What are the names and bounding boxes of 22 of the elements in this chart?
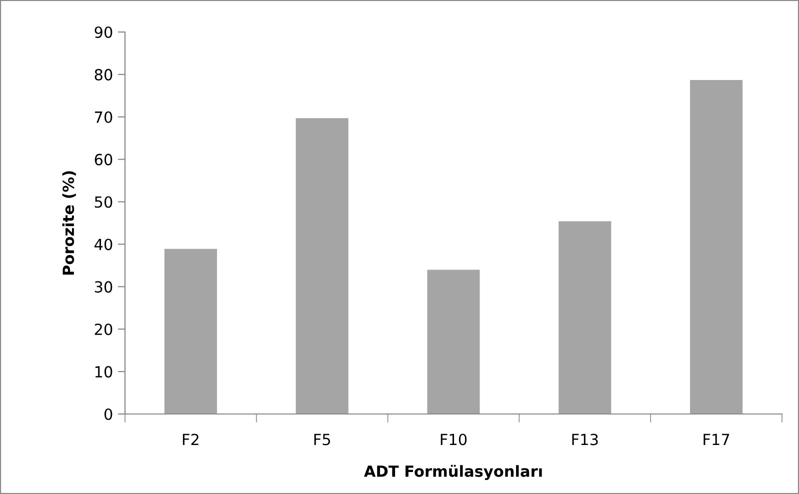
y-axis-title: Porozite (%) xyxy=(62,171,76,275)
y-tick-label: 50 xyxy=(94,196,112,208)
x-tick-label: F2 xyxy=(182,434,198,446)
y-tick-label: 70 xyxy=(95,111,112,123)
y-tick-label: 10 xyxy=(95,366,112,378)
y-tick-label: 80 xyxy=(94,68,112,80)
y-tick-label: 0 xyxy=(104,408,112,420)
bar xyxy=(296,118,348,414)
bar xyxy=(558,221,612,414)
bar xyxy=(690,80,743,414)
y-tick-label: 60 xyxy=(94,154,112,166)
x-tick-label: F10 xyxy=(440,434,467,446)
y-tick-label: 90 xyxy=(94,26,112,38)
x-axis-title: ADT Formülasyonları xyxy=(364,464,542,480)
y-tick-label: 20 xyxy=(94,324,112,336)
x-tick-label: F5 xyxy=(314,434,330,446)
bar xyxy=(164,248,217,414)
y-tick-label: 40 xyxy=(94,238,112,250)
y-tick-label: 30 xyxy=(94,281,112,293)
x-tick-label: F13 xyxy=(572,434,598,446)
bar xyxy=(427,270,480,414)
x-tick-label: F17 xyxy=(704,434,730,446)
